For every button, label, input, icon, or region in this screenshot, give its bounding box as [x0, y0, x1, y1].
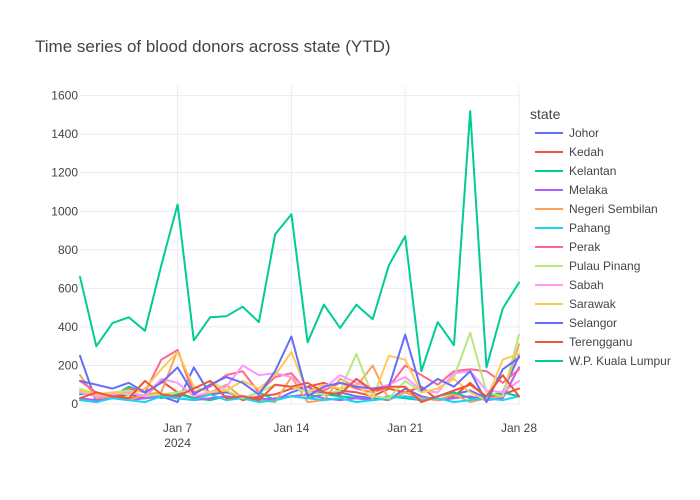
- legend-items: Johor Kedah Kelantan Melaka Negeri Sembilan P…: [535, 126, 671, 368]
- series-line-terengganu: [79, 374, 520, 404]
- legend-item-kedah: Kedah: [569, 145, 604, 159]
- chart-title: Time series of blood donors across state…: [35, 37, 391, 56]
- legend-item-perak: Perak: [569, 240, 601, 254]
- y-tick-label: 1600: [51, 89, 78, 103]
- legend-item-johor: Johor: [569, 126, 599, 140]
- legend-item-kelantan: Kelantan: [569, 164, 616, 178]
- x-tick-label: Jan 21: [387, 421, 423, 435]
- y-tick-label: 1400: [51, 127, 78, 141]
- series-line-pahang: [79, 393, 520, 404]
- legend-item-melaka: Melaka: [569, 183, 608, 197]
- legend-item-w-p-kuala-lumpur: W.P. Kuala Lumpur: [569, 354, 671, 368]
- y-tick-label: 400: [58, 320, 78, 334]
- legend-item-pulau-pinang: Pulau Pinang: [569, 259, 640, 273]
- legend-item-sarawak: Sarawak: [569, 297, 617, 311]
- legend-item-terengganu: Terengganu: [569, 335, 632, 349]
- y-axis-ticks: 0 200 400 600 800 1000 1200 1400 1600: [51, 89, 78, 411]
- x-tick-label: Jan 7: [163, 421, 193, 435]
- series-lines: [79, 110, 520, 404]
- legend-item-selangor: Selangor: [569, 316, 617, 330]
- y-tick-label: 600: [58, 281, 78, 295]
- x-tick-label: Jan 28: [501, 421, 537, 435]
- legend-item-pahang: Pahang: [569, 221, 610, 235]
- y-tick-label: 800: [58, 243, 78, 257]
- legend-item-negeri-sembilan: Negeri Sembilan: [569, 202, 658, 216]
- legend-title: state: [530, 106, 561, 122]
- y-tick-label: 0: [71, 397, 78, 411]
- x-tick-sublabel: 2024: [164, 436, 191, 450]
- series-line-w-p-kuala-lumpur: [79, 110, 520, 373]
- y-tick-label: 200: [58, 358, 78, 372]
- y-tick-label: 1200: [51, 166, 78, 180]
- y-tick-label: 1000: [51, 204, 78, 218]
- legend: state Johor Kedah Kelantan Melaka Negeri Sem…: [530, 106, 671, 368]
- x-tick-label: Jan 14: [273, 421, 309, 435]
- legend-item-sabah: Sabah: [569, 278, 604, 292]
